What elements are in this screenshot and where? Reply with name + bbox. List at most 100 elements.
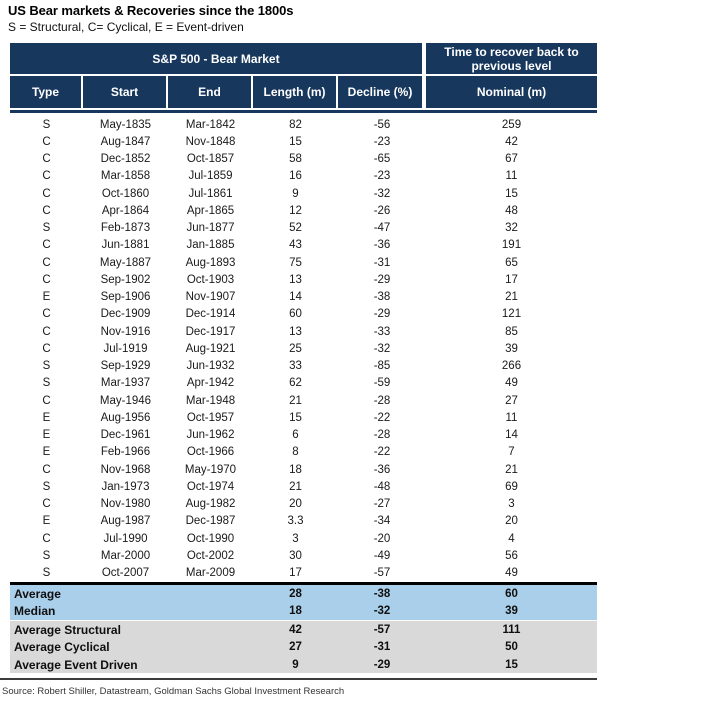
cell-start: Mar-1858 (100, 170, 151, 183)
table-row: E Dec-1961 Jun-1962 6 -28 14 (10, 427, 597, 444)
table-row: C May-1946 Mar-1948 21 -28 27 (10, 392, 597, 409)
cell-end: Oct-2002 (186, 549, 235, 562)
group-header-time-to-recover: Time to recover back to previous level (426, 43, 597, 74)
cell-start: May-1887 (99, 256, 152, 269)
cell-start: Oct-2007 (101, 567, 150, 580)
cell-nominal: 20 (505, 515, 518, 528)
cell-start: Mar-2000 (100, 549, 151, 562)
cell-summary-decline: -38 (373, 587, 391, 600)
cell-decline: -48 (373, 480, 391, 493)
cell-nominal: 49 (505, 567, 518, 580)
cell-nominal: 17 (505, 273, 518, 286)
cell-length: 21 (289, 480, 302, 493)
cell-type: C (42, 463, 51, 476)
cell-decline: -32 (373, 187, 391, 200)
cell-start: Dec-1852 (100, 153, 151, 166)
cell-type: E (42, 515, 51, 528)
table-row: E Aug-1956 Oct-1957 15 -22 11 (10, 409, 597, 426)
cell-nominal: 67 (505, 153, 518, 166)
cell-end: Mar-2009 (185, 567, 236, 580)
table-row: C Nov-1968 May-1970 18 -36 21 (10, 461, 597, 478)
cell-type: S (42, 549, 51, 562)
cell-decline: -33 (373, 325, 391, 338)
cell-start: Mar-1937 (100, 377, 151, 390)
column-header-length: Length (m) (253, 76, 338, 108)
table-row: C Nov-1916 Dec-1917 13 -33 85 (10, 323, 597, 340)
cell-length: 12 (289, 204, 302, 217)
cell-end: Aug-1921 (185, 342, 236, 355)
cell-end: Apr-1942 (186, 377, 235, 390)
cell-summary-label: Average Cyclical (14, 640, 110, 654)
cell-type: E (42, 411, 51, 424)
cell-decline: -22 (373, 446, 391, 459)
cell-nominal: 266 (501, 360, 522, 373)
cell-start: May-1835 (99, 118, 152, 131)
summary-row: Average Structural 42 -57 111 (10, 619, 597, 639)
cell-length: 15 (289, 411, 302, 424)
cell-length: 43 (289, 239, 302, 252)
cell-end: Nov-1848 (185, 135, 236, 148)
cell-summary-length: 28 (289, 587, 302, 600)
table-row: E Sep-1906 Nov-1907 14 -38 21 (10, 289, 597, 306)
cell-nominal: 85 (505, 325, 518, 338)
table-row: S Mar-2000 Oct-2002 30 -49 56 (10, 547, 597, 564)
cell-end: Apr-1865 (186, 204, 235, 217)
header-divider (10, 110, 597, 113)
cell-nominal: 56 (505, 549, 518, 562)
cell-nominal: 3 (508, 498, 515, 511)
cell-start: Jul-1919 (103, 342, 148, 355)
cell-length: 15 (289, 135, 302, 148)
cell-start: Sep-1929 (100, 360, 151, 373)
summary-row: Average Event Driven 9 -29 15 (10, 655, 597, 674)
cell-nominal: 15 (505, 187, 518, 200)
cell-decline: -38 (373, 291, 391, 304)
table-row: S Mar-1937 Apr-1942 62 -59 49 (10, 375, 597, 392)
cell-type: C (42, 498, 51, 511)
cell-start: Jan-1973 (101, 480, 150, 493)
cell-decline: -29 (373, 273, 391, 286)
source-note: Source: Robert Shiller, Datastream, Gold… (2, 686, 345, 698)
cell-type: C (42, 342, 51, 355)
cell-nominal: 65 (505, 256, 518, 269)
cell-summary-nominal: 111 (502, 623, 521, 636)
cell-summary-length: 9 (292, 658, 299, 671)
cell-type: C (42, 187, 51, 200)
column-header-decline: Decline (%) (338, 76, 426, 108)
cell-length: 3.3 (287, 515, 304, 528)
cell-type: S (42, 480, 51, 493)
cell-decline: -34 (373, 515, 391, 528)
table-body: S May-1835 Mar-1842 82 -56 259 C Aug-184… (10, 113, 597, 582)
cell-nominal: 32 (505, 222, 518, 235)
cell-nominal: 49 (505, 377, 518, 390)
cell-decline: -23 (373, 135, 391, 148)
figure-title: US Bear markets & Recoveries since the 1… (8, 3, 294, 18)
cell-summary-length: 18 (289, 605, 302, 617)
cell-length: 82 (289, 118, 302, 131)
cell-end: Oct-1903 (186, 273, 235, 286)
group-header-bear-market: S&P 500 - Bear Market (10, 43, 426, 74)
cell-decline: -27 (373, 498, 391, 511)
cell-decline: -22 (373, 411, 391, 424)
cell-type: E (42, 446, 51, 459)
table-row: S Sep-1929 Jun-1932 33 -85 266 (10, 358, 597, 375)
cell-end: May-1970 (184, 463, 237, 476)
cell-length: 18 (289, 463, 302, 476)
cell-end: Oct-1974 (186, 480, 235, 493)
cell-nominal: 21 (505, 291, 518, 304)
cell-summary-nominal: 39 (505, 605, 518, 617)
cell-length: 9 (292, 187, 299, 200)
cell-type: C (42, 153, 51, 166)
cell-end: Dec-1987 (185, 515, 236, 528)
cell-start: Feb-1966 (100, 446, 151, 459)
cell-decline: -57 (373, 567, 391, 580)
cell-length: 52 (289, 222, 302, 235)
cell-type: S (42, 360, 51, 373)
cell-length: 21 (289, 394, 302, 407)
cell-end: Oct-1857 (186, 153, 235, 166)
cell-end: Mar-1948 (185, 394, 236, 407)
cell-start: Nov-1980 (100, 498, 151, 511)
cell-summary-decline: -31 (373, 641, 391, 653)
cell-summary-nominal: 50 (505, 641, 518, 653)
cell-length: 30 (289, 549, 302, 562)
column-header-end: End (168, 76, 253, 108)
